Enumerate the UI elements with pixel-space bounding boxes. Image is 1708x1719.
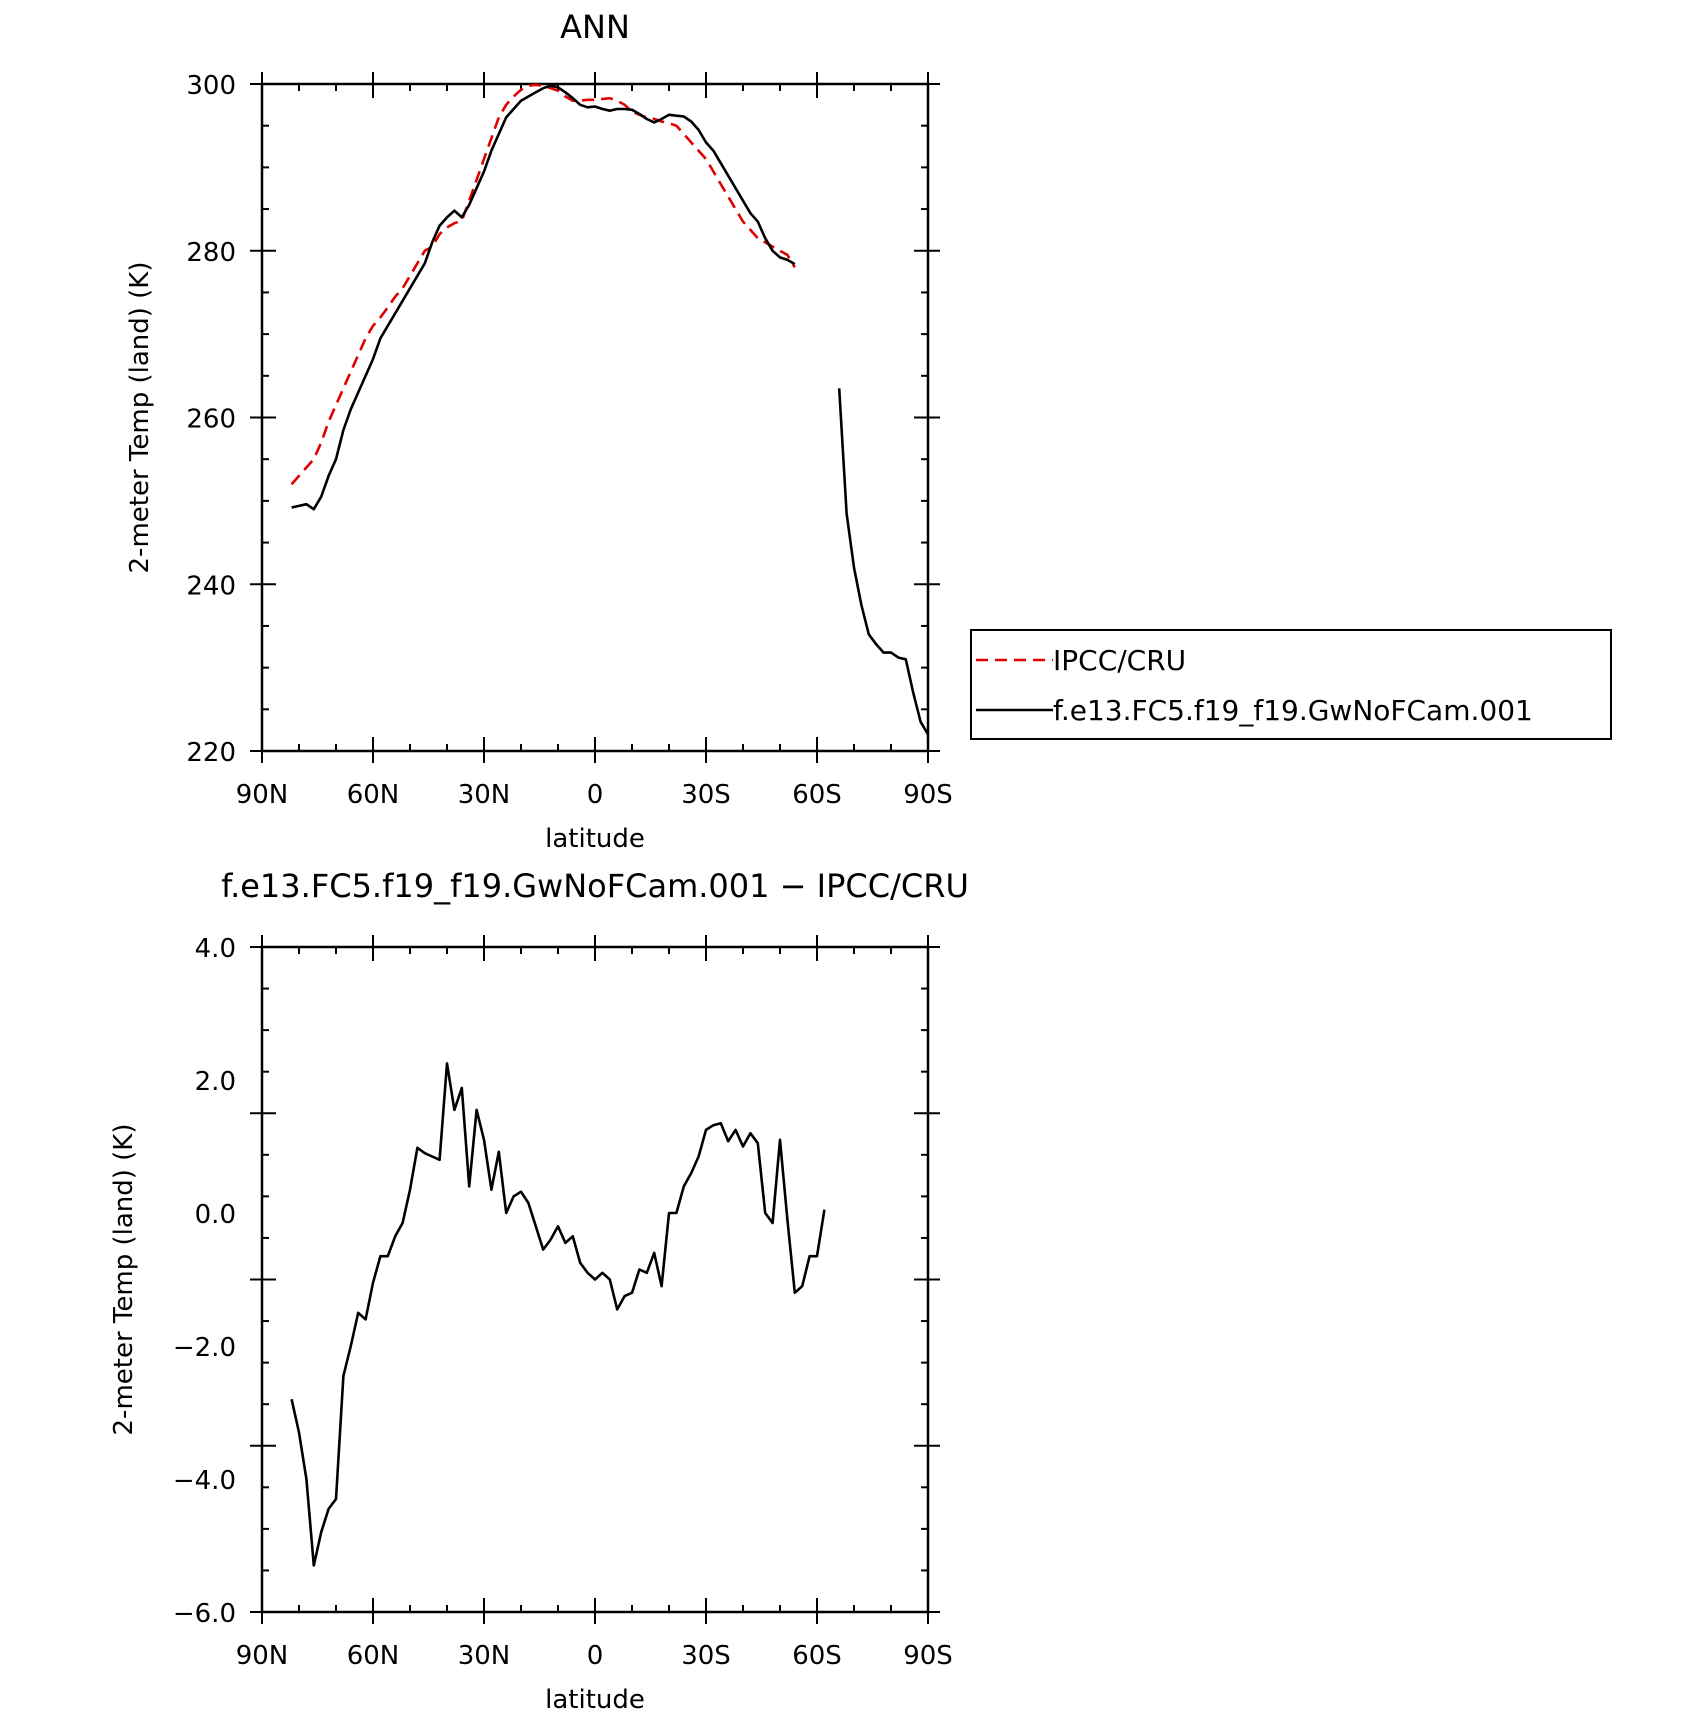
y-tick-label: 240: [186, 571, 236, 601]
legend-label: f.e13.FC5.f19_f19.GwNoFCam.001: [1053, 694, 1533, 727]
y-tick-label: 280: [186, 238, 236, 268]
y-axis-label: 2-meter Temp (land) (K): [109, 1124, 139, 1436]
y-tick-label: 260: [186, 405, 236, 435]
top-panel: ANN 90N 60N 30N 0 30S 60S 90S 220 240 260 280 300 lat…: [125, 8, 1612, 854]
x-axis-label: latitude: [545, 824, 645, 854]
x-tick-label: 90S: [903, 780, 953, 810]
chart-title: f.e13.FC5.f19_f19.GwNoFCam.001 − IPCC/CR…: [221, 867, 969, 905]
bottom-panel: f.e13.FC5.f19_f19.GwNoFCam.001 − IPCC/CR…: [109, 867, 969, 1715]
y-tick-label: 220: [186, 738, 236, 768]
series-line-f-e13-fc5-f19-f19-gwnofcam-001: [291, 84, 796, 511]
x-tick-label: 90N: [236, 1641, 289, 1671]
y-tick-label: −2.0: [173, 1333, 236, 1363]
x-axis-label: latitude: [545, 1685, 645, 1715]
x-tick-label: 30S: [681, 1641, 731, 1671]
y-axis-label: 2-meter Temp (land) (K): [125, 262, 155, 574]
x-tick-label: 30N: [458, 780, 511, 810]
x-tick-label: 0: [587, 1641, 604, 1671]
legend: IPCC/CRU f.e13.FC5.f19_f19.GwNoFCam.001: [970, 629, 1612, 740]
x-tick-label: 30S: [681, 780, 731, 810]
y-tick-label: 300: [186, 71, 236, 101]
y-tick-label: −6.0: [173, 1599, 236, 1629]
y-tick-label: 0.0: [195, 1200, 236, 1230]
y-tick-label: −4.0: [173, 1466, 236, 1496]
series-line-ipcc-cru: [290, 83, 796, 486]
series-line-difference: [290, 1062, 826, 1567]
series-line-f-e13-fc5-f19-f19-gwnofcam-001: [837, 388, 930, 735]
x-tick-label: 60S: [792, 1641, 842, 1671]
y-tick-label: 4.0: [195, 934, 236, 964]
chart-title: ANN: [560, 8, 630, 46]
x-tick-label: 60N: [347, 780, 400, 810]
legend-box: [970, 629, 1612, 740]
x-tick-label: 90S: [903, 1641, 953, 1671]
x-tick-label: 60S: [792, 780, 842, 810]
y-tick-label: 2.0: [195, 1067, 236, 1097]
x-tick-label: 90N: [236, 780, 289, 810]
x-tick-label: 60N: [347, 1641, 400, 1671]
x-tick-label: 30N: [458, 1641, 511, 1671]
x-tick-label: 0: [587, 780, 604, 810]
plot-frame: [260, 82, 930, 753]
legend-label: IPCC/CRU: [1053, 644, 1186, 677]
